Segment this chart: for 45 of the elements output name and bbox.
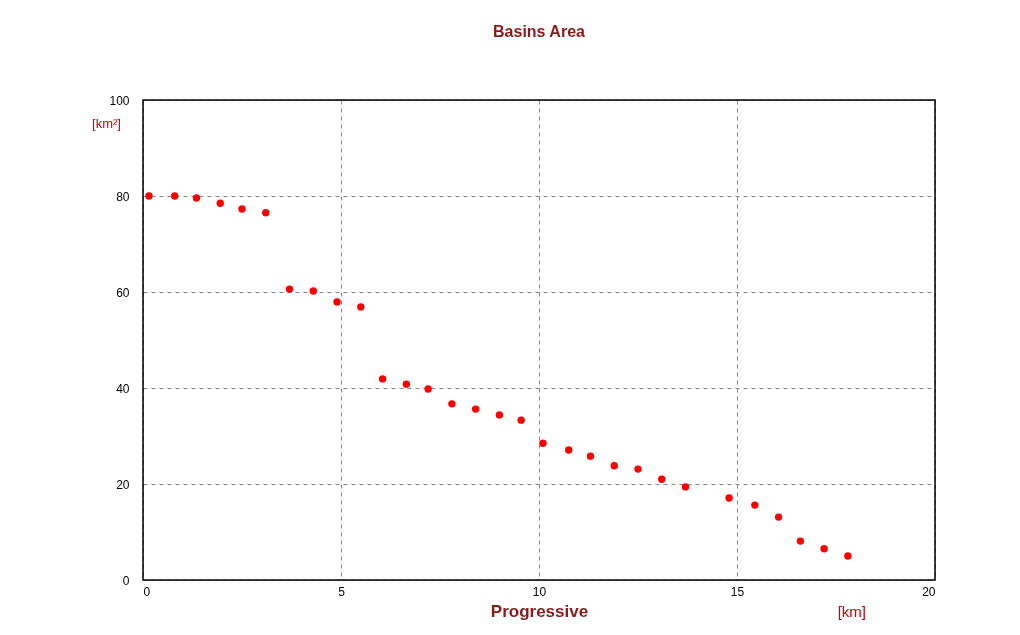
x-tick-label: 15	[730, 584, 745, 599]
point	[725, 494, 733, 502]
point	[471, 405, 480, 413]
point	[634, 465, 642, 473]
point	[564, 446, 573, 454]
point	[610, 462, 618, 470]
point	[844, 552, 852, 560]
point	[539, 439, 547, 447]
point	[517, 416, 525, 424]
y-tick-label: 100	[109, 93, 130, 108]
point	[170, 192, 179, 200]
point	[238, 205, 246, 213]
point	[262, 209, 270, 217]
x-tick-label: 5	[338, 584, 346, 599]
chart-title: Basins Area	[493, 23, 586, 40]
point	[145, 192, 153, 200]
point	[333, 298, 341, 306]
point	[192, 194, 201, 202]
point	[216, 199, 224, 207]
x-tick-label: 10	[532, 584, 547, 599]
x-tick-label: 0	[143, 584, 151, 599]
point	[751, 501, 759, 509]
point	[285, 285, 294, 293]
x-tick-label: 20	[922, 584, 936, 599]
point	[796, 537, 805, 545]
y-tick-label: 60	[116, 285, 130, 300]
y-tick-label: 40	[116, 381, 130, 396]
point	[402, 380, 411, 388]
y-tick-label: 0	[122, 573, 130, 588]
y-tick-label: 20	[116, 477, 130, 492]
y-tick-label: 80	[116, 189, 130, 204]
point	[357, 303, 365, 311]
point	[774, 513, 783, 521]
point	[495, 411, 504, 419]
point	[424, 385, 432, 393]
point	[378, 375, 387, 383]
point	[586, 452, 595, 460]
point	[658, 475, 666, 483]
point	[309, 287, 317, 295]
point	[820, 545, 828, 553]
text: [km]	[837, 603, 867, 620]
x-axis-title: Progressive	[490, 601, 589, 621]
point	[681, 483, 690, 491]
y-axis-title: [km²]	[92, 115, 121, 131]
point	[448, 400, 456, 408]
